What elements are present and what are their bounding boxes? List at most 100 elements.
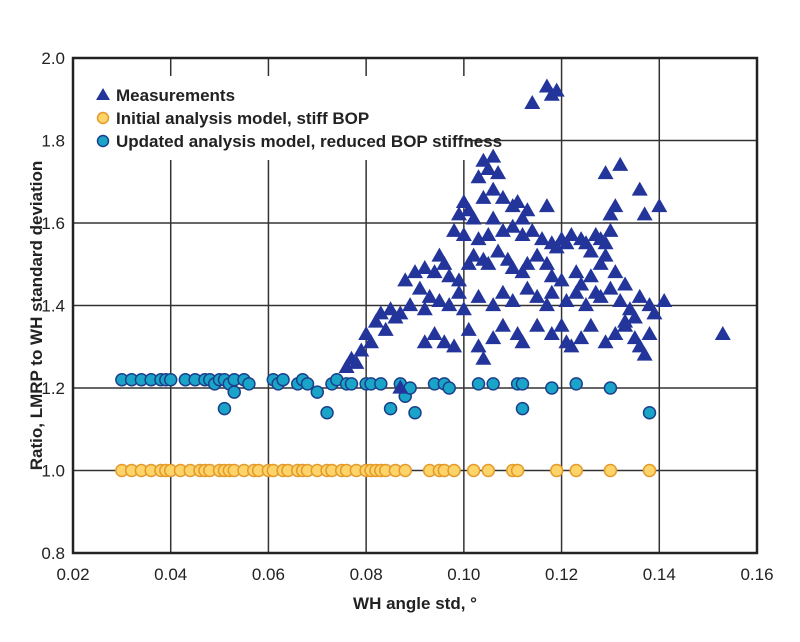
measurement-point xyxy=(573,330,590,345)
measurement-point xyxy=(578,297,594,312)
measurement-point xyxy=(455,301,472,316)
data-markers xyxy=(115,78,731,478)
measurement-point xyxy=(436,334,453,349)
measurement-point xyxy=(465,210,482,225)
measurement-point xyxy=(617,276,634,291)
measurement-point xyxy=(421,288,438,303)
measurement-point xyxy=(494,317,511,332)
measurement-point xyxy=(631,181,648,196)
measurement-point xyxy=(514,210,531,225)
measurement-point xyxy=(612,292,629,307)
measurement-point xyxy=(543,284,560,299)
measurement-point xyxy=(490,243,507,258)
legend-circle-icon xyxy=(96,134,110,148)
measurement-point xyxy=(348,354,365,369)
legend-triangle-icon xyxy=(96,88,110,100)
measurement-point xyxy=(494,189,511,204)
updated-model-point xyxy=(300,377,315,391)
measurement-point xyxy=(509,193,526,208)
updated-model-point xyxy=(227,385,241,399)
measurement-point xyxy=(494,222,511,237)
measurement-point xyxy=(480,255,497,270)
updated-model-point xyxy=(276,373,290,387)
measurement-point xyxy=(363,334,380,349)
measurement-point xyxy=(460,255,477,270)
measurement-point xyxy=(538,297,555,312)
measurement-point xyxy=(529,288,546,303)
updated-model-point xyxy=(310,385,325,399)
measurement-point xyxy=(504,218,521,233)
measurement-point xyxy=(485,297,502,312)
measurement-point xyxy=(597,165,614,180)
y-tick-label: 1.4 xyxy=(41,297,65,316)
updated-model-point xyxy=(486,377,500,391)
legend-label: Measurements xyxy=(116,86,235,105)
updated-model-point xyxy=(545,381,559,395)
measurement-point xyxy=(602,206,619,221)
updated-model-point xyxy=(642,406,657,420)
measurement-point xyxy=(656,292,673,307)
measurement-point xyxy=(485,181,502,196)
x-tick-label: 0.10 xyxy=(447,565,480,584)
measurement-point xyxy=(485,148,502,163)
measurement-point xyxy=(534,231,551,246)
measurement-point xyxy=(460,321,477,336)
measurement-point xyxy=(397,272,414,287)
measurement-point xyxy=(504,292,521,307)
measurement-point xyxy=(470,231,487,246)
measurement-point xyxy=(450,284,467,299)
x-tick-label: 0.04 xyxy=(154,565,187,584)
legend-label: Initial analysis model, stiff BOP xyxy=(116,109,369,128)
x-tick-label: 0.06 xyxy=(252,565,285,584)
y-tick-label: 1.2 xyxy=(41,379,65,398)
measurement-point xyxy=(602,280,619,295)
x-tick-label: 0.16 xyxy=(740,565,773,584)
measurement-point xyxy=(612,156,629,171)
measurement-point xyxy=(450,272,467,287)
measurement-point xyxy=(485,210,502,225)
measurement-point xyxy=(392,379,409,394)
measurement-point xyxy=(446,338,463,353)
updated-model-point xyxy=(163,373,178,387)
legend: Measurements Initial analysis model, stif… xyxy=(74,77,502,157)
initial-model-point xyxy=(510,463,525,478)
measurement-point xyxy=(524,222,541,237)
measurement-point xyxy=(641,325,658,340)
measurement-point xyxy=(475,189,492,204)
legend-label: Updated analysis model, reduced BOP stif… xyxy=(116,132,502,151)
measurement-point xyxy=(597,247,614,262)
y-axis-title: Ratio, LMRP to WH standard deviation xyxy=(27,161,46,470)
updated-model-point xyxy=(242,377,256,391)
measurement-point xyxy=(602,222,619,237)
measurement-point xyxy=(367,313,384,328)
legend-background xyxy=(74,77,466,157)
measurement-point xyxy=(607,325,624,340)
measurement-point xyxy=(470,288,487,303)
initial-model-point xyxy=(569,463,583,478)
measurement-point xyxy=(553,272,570,287)
measurement-point xyxy=(617,317,634,332)
legend-item: Measurements xyxy=(96,86,235,105)
measurement-point xyxy=(353,342,370,357)
measurement-point xyxy=(446,222,463,237)
measurement-point xyxy=(563,226,580,241)
measurement-point xyxy=(626,309,643,324)
updated-model-point xyxy=(383,401,398,416)
updated-model-point xyxy=(569,377,583,391)
initial-model-point xyxy=(603,463,618,478)
measurement-point xyxy=(543,268,560,283)
measurement-point xyxy=(631,288,648,303)
measurement-point xyxy=(470,338,487,353)
measurement-point xyxy=(563,338,580,353)
measurement-point xyxy=(377,321,394,336)
measurement-point xyxy=(426,325,443,340)
x-tick-label: 0.12 xyxy=(545,565,578,584)
measurement-point xyxy=(529,317,546,332)
measurement-point xyxy=(646,305,663,320)
measurement-point xyxy=(519,280,536,295)
measurement-point xyxy=(582,317,599,332)
measurement-point xyxy=(465,247,482,262)
measurement-point xyxy=(524,94,541,109)
measurement-point xyxy=(651,198,668,213)
measurement-point xyxy=(582,243,599,258)
